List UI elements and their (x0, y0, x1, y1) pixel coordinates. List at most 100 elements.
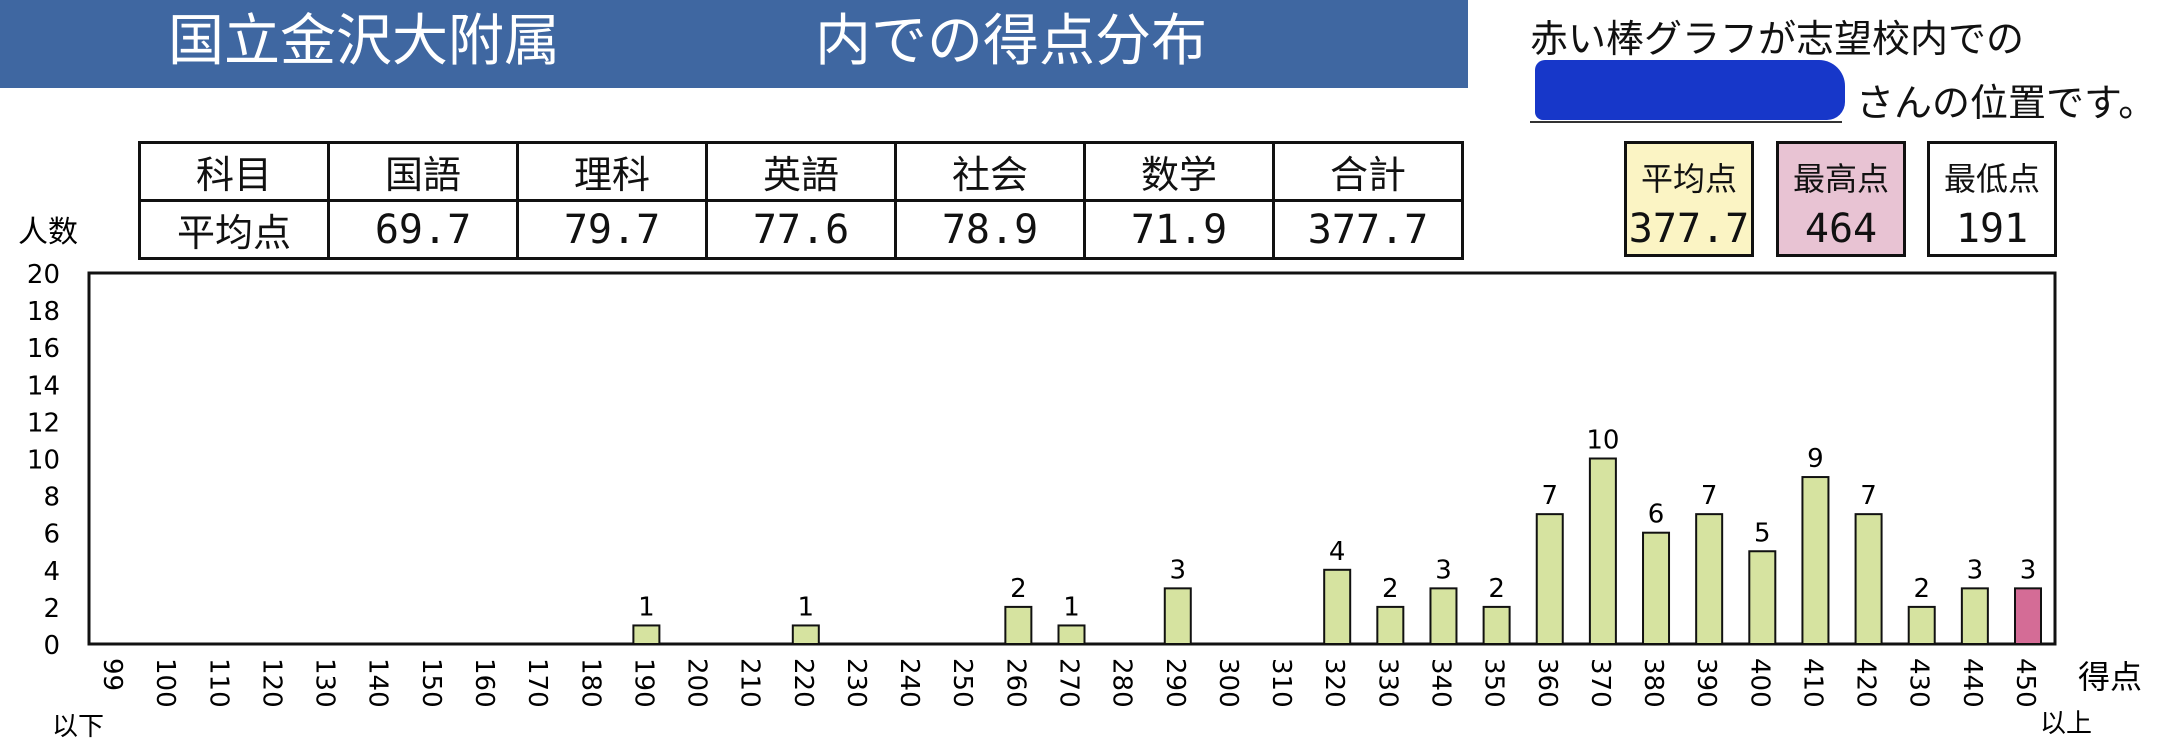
x-tick-label: 430 (1904, 658, 1934, 708)
subject-average: 78.9 (894, 199, 1086, 260)
x-tick-label: 280 (1107, 658, 1137, 708)
subject-average: 71.9 (1083, 199, 1275, 260)
bar-value-label: 3 (1435, 555, 1452, 585)
legend-note-line1: 赤い棒グラフが志望校内での (1530, 17, 2025, 61)
x-tick-label: 360 (1532, 658, 1562, 708)
y-tick-label: 0 (43, 631, 60, 661)
x-tick-label: 190 (628, 658, 658, 708)
x-tick-label: 140 (363, 658, 393, 708)
x-tick-label: 120 (256, 658, 286, 708)
x-tick-label: 340 (1425, 658, 1455, 708)
subject-header: 理科 (516, 141, 708, 202)
x-tick-label: 240 (894, 658, 924, 708)
x-tick-label: 440 (1957, 658, 1987, 708)
bar (1588, 457, 1617, 645)
bar-value-label: 3 (1967, 555, 1984, 585)
title-school: 国立金沢大附属 (168, 9, 560, 74)
y-tick-label: 4 (43, 557, 60, 587)
bar-value-label: 2 (1010, 574, 1027, 604)
subject-average-table: 科目 国語 理科 英語 社会 数学 合計 平均点 69.7 79.7 77.6 … (138, 141, 1464, 260)
x-first-suffix: 以下 (52, 712, 104, 742)
x-tick-label: 300 (1213, 658, 1243, 708)
table-row-label: 平均点 (138, 199, 330, 260)
y-tick-label: 20 (27, 260, 60, 290)
average-score-box: 平均点 377.7 (1624, 141, 1754, 257)
max-score-value: 464 (1804, 206, 1878, 252)
x-tick-label: 230 (841, 658, 871, 708)
bar (1801, 476, 1830, 645)
subject-header: 合計 (1272, 141, 1464, 202)
subject-average: 79.7 (516, 199, 708, 260)
bar-value-label: 2 (1913, 574, 1930, 604)
bar-value-label: 3 (1170, 555, 1187, 585)
x-tick-label: 99 (97, 658, 127, 691)
table-corner-label: 科目 (138, 141, 330, 202)
max-score-label: 最高点 (1792, 160, 1889, 198)
legend-note-line2: さんの位置です。 (1856, 81, 2157, 125)
min-score-value: 191 (1955, 206, 2029, 252)
bar (1163, 587, 1192, 645)
bars: 1 1 2 1 3 4 2 3 2 7 10 6 7 5 9 7 2 3 3 (632, 426, 2042, 646)
bar-value-label: 7 (1541, 481, 1558, 511)
y-tick-label: 14 (27, 371, 60, 401)
x-tick-label: 100 (150, 658, 180, 708)
x-axis-label: 得点 (2078, 658, 2142, 696)
bar (632, 624, 661, 646)
title-banner: 国立金沢大附属 内での得点分布 (0, 0, 1468, 88)
x-tick-label: 110 (203, 658, 233, 708)
bar (1482, 605, 1511, 646)
x-tick-label: 200 (682, 658, 712, 708)
bar-value-label: 7 (1701, 481, 1718, 511)
x-tick-label: 420 (1851, 658, 1881, 708)
table-value-row: 平均点 69.7 79.7 77.6 78.9 71.9 377.7 (138, 199, 1464, 260)
subject-header: 英語 (705, 141, 897, 202)
bar-value-label: 1 (638, 592, 655, 622)
y-axis-label: 人数 (18, 215, 78, 250)
bar-value-label: 6 (1648, 500, 1665, 530)
y-tick-label: 16 (27, 334, 60, 364)
x-tick-label: 330 (1372, 658, 1402, 708)
bar (1748, 550, 1777, 645)
bar (1695, 513, 1724, 646)
bar-value-label: 1 (798, 592, 815, 622)
subject-average: 69.7 (327, 199, 519, 260)
x-tick-label: 250 (947, 658, 977, 708)
y-tick-label: 6 (43, 520, 60, 550)
x-tick-label: 390 (1691, 658, 1721, 708)
x-tick-label: 150 (416, 658, 446, 708)
bar-value-label: 4 (1329, 537, 1346, 567)
x-tick-label: 170 (522, 658, 552, 708)
bar (791, 624, 820, 646)
min-score-label: 最低点 (1943, 160, 2040, 198)
max-score-box: 最高点 464 (1776, 141, 1906, 257)
bar-value-label: 3 (2020, 555, 2037, 585)
average-score-label: 平均点 (1640, 160, 1737, 198)
bar (1854, 513, 1883, 646)
x-tick-label: 180 (575, 658, 605, 708)
bar-value-label: 2 (1382, 574, 1399, 604)
bar (1535, 513, 1564, 646)
min-score-box: 最低点 191 (1927, 141, 2057, 257)
x-tick-label: 130 (310, 658, 340, 708)
bar (1057, 624, 1086, 646)
x-tick-label: 450 (2010, 658, 2040, 708)
x-tick-label: 380 (1638, 658, 1668, 708)
bar-value-label: 1 (1063, 592, 1080, 622)
x-tick-label: 370 (1585, 658, 1615, 708)
x-tick-label: 290 (1160, 658, 1190, 708)
x-tick-label: 270 (1054, 658, 1084, 708)
bar (1376, 605, 1405, 646)
x-tick-label: 310 (1266, 658, 1296, 708)
x-tick-label: 220 (788, 658, 818, 708)
y-tick-label: 2 (43, 594, 60, 624)
bar (1960, 587, 1989, 645)
bar-value-label: 9 (1807, 444, 1824, 474)
x-tick-label: 260 (1000, 658, 1030, 708)
subject-header: 国語 (327, 141, 519, 202)
x-last-suffix: 以上 (2040, 709, 2092, 739)
x-tick-label: 320 (1319, 658, 1349, 708)
bar-value-label: 7 (1860, 481, 1877, 511)
x-tick-label: 410 (1797, 658, 1827, 708)
y-tick-label: 12 (27, 408, 60, 438)
